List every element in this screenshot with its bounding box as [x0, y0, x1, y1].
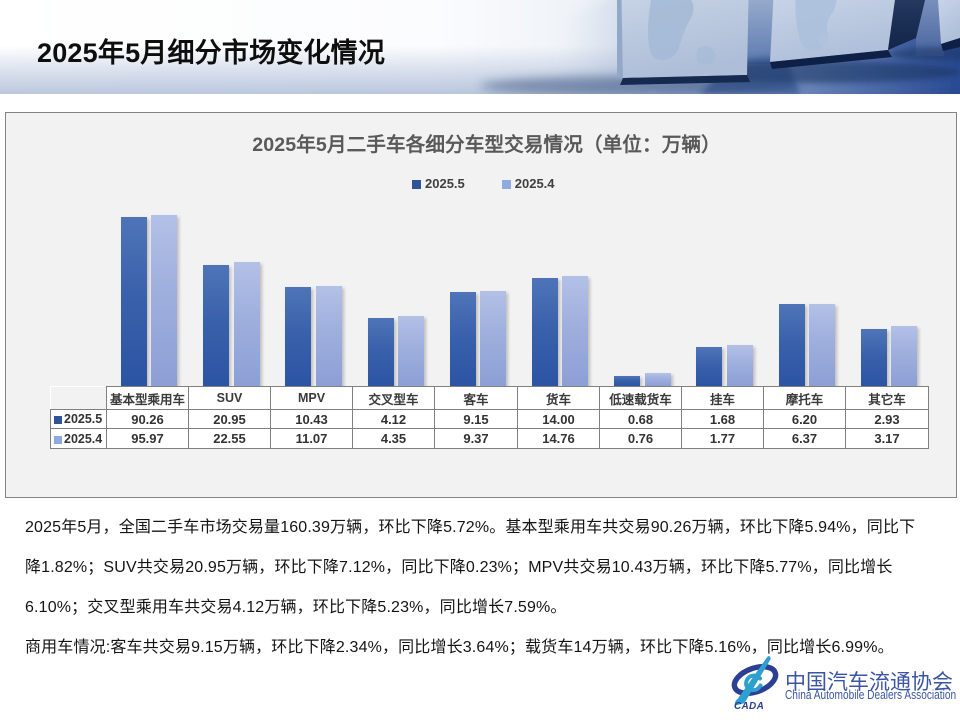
svg-text:CADA: CADA [734, 701, 764, 712]
